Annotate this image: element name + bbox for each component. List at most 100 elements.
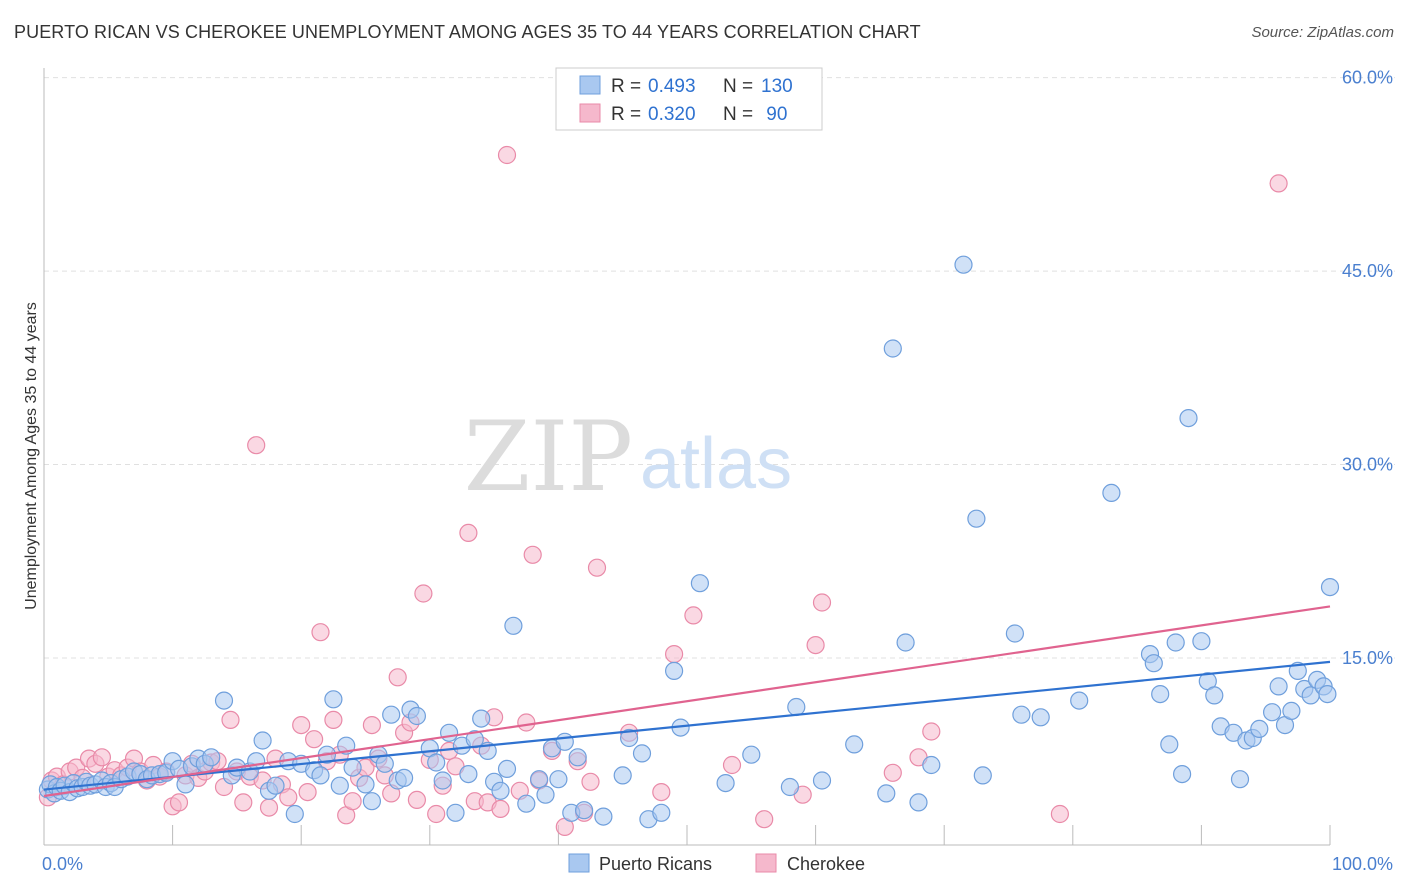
puerto-rican-point <box>845 735 864 754</box>
puerto-rican-point <box>574 801 594 820</box>
puerto-rican-point <box>1269 677 1288 696</box>
puerto-rican-point <box>407 706 426 726</box>
puerto-rican-point <box>356 775 375 794</box>
cherokee-point <box>343 792 362 811</box>
legend-label-cherokee: Cherokee <box>787 854 865 874</box>
x-tick-label: 100.0% <box>1332 854 1393 874</box>
stats-n-label-blue: N = <box>723 76 758 97</box>
cherokee-point <box>362 715 381 735</box>
puerto-rican-point <box>877 784 896 803</box>
puerto-rican-point <box>459 764 478 784</box>
source-label: Source: ZipAtlas.com <box>1251 24 1394 41</box>
puerto-rican-point <box>664 661 684 681</box>
watermark-atlas: atlas <box>640 424 792 504</box>
puerto-rican-point <box>1318 684 1337 704</box>
cherokee-point <box>169 793 189 812</box>
cherokee-point <box>92 748 112 767</box>
cherokee-point <box>234 793 253 812</box>
cherokee-point <box>883 763 902 782</box>
puerto-rican-point <box>1031 708 1050 727</box>
puerto-rican-point <box>1192 632 1211 651</box>
cherokee-point <box>922 722 941 741</box>
puerto-rican-point <box>504 616 523 635</box>
cherokee-point <box>664 644 684 664</box>
cherokee-point <box>812 593 832 612</box>
puerto-rican-point <box>1205 686 1224 705</box>
cherokee-point <box>427 804 446 824</box>
cherokee-point <box>407 790 426 810</box>
stats-legend-swatch-blue <box>579 75 601 95</box>
puerto-rican-point <box>330 776 349 795</box>
puerto-rican-point <box>1230 770 1250 789</box>
cherokee-point <box>388 668 407 687</box>
puerto-rican-point <box>896 633 915 652</box>
puerto-rican-point <box>1262 703 1282 722</box>
puerto-rican-point <box>555 732 574 751</box>
puerto-rican-point <box>909 793 928 812</box>
cherokee-point <box>414 584 433 603</box>
cherokee-trend-line <box>43 605 1331 798</box>
puerto-rican-point <box>1179 409 1198 428</box>
puerto-rican-point <box>780 777 800 797</box>
puerto-rican-point <box>343 758 362 777</box>
puerto-rican-point <box>1005 624 1025 643</box>
chart-title: PUERTO RICAN VS CHEROKEE UNEMPLOYMENT AM… <box>14 22 921 42</box>
x-tick-label: 0.0% <box>42 854 83 874</box>
puerto-rican-point <box>382 705 401 724</box>
puerto-rican-point <box>395 768 414 788</box>
cherokee-point <box>581 772 600 791</box>
cherokee-point <box>523 545 542 564</box>
puerto-rican-point <box>427 753 446 772</box>
legend-swatch-puerto-ricans <box>568 853 590 873</box>
puerto-rican-point <box>1166 633 1185 652</box>
cherokee-point <box>517 713 536 732</box>
cherokee-point <box>459 523 478 543</box>
cherokee-point <box>1269 174 1288 193</box>
puerto-rican-point <box>491 781 510 800</box>
puerto-rican-point <box>922 755 941 775</box>
cherokee-point <box>324 710 343 730</box>
gridlines <box>44 77 1395 659</box>
cherokee-point <box>221 710 240 730</box>
y-axis-label: Unemployment Among Ages 35 to 44 years <box>23 302 40 610</box>
puerto-rican-point <box>446 803 465 822</box>
stats-n-value-blue: 130 <box>761 76 793 97</box>
stats-r-label-pink: R = <box>611 104 646 125</box>
cherokee-point <box>684 606 703 625</box>
cherokee-point <box>491 799 510 819</box>
cherokee-point <box>1050 804 1070 824</box>
stats-r-value-blue: 0.493 <box>648 76 696 97</box>
stats-n-label-pink: N = <box>723 104 758 125</box>
cherokee-point <box>587 558 607 577</box>
stats-legend: R = 0.493 N = 130 R = 0.320 N = 90 <box>555 67 823 131</box>
x-tick-labels: 0.0% 100.0% <box>42 854 1393 874</box>
puerto-rican-point <box>690 574 710 593</box>
puerto-rican-point <box>529 770 549 789</box>
cherokee-point <box>279 788 298 807</box>
puerto-rican-point <box>1144 654 1163 673</box>
puerto-rican-point <box>883 339 902 358</box>
cherokee-point <box>259 798 279 817</box>
puerto-rican-point <box>787 697 806 717</box>
puerto-rican-point <box>202 748 221 767</box>
legend-swatch-cherokee <box>755 853 777 873</box>
puerto-rican-point <box>472 709 491 728</box>
puerto-rican-point <box>536 785 555 804</box>
puerto-rican-trend-line <box>43 660 1331 791</box>
stats-r-label-blue: R = <box>611 76 646 97</box>
puerto-rican-point <box>742 745 761 764</box>
puerto-rican-point <box>594 807 613 826</box>
puerto-rican-point <box>1282 701 1301 721</box>
cherokee-point <box>652 782 671 802</box>
puerto-rican-point <box>716 773 735 793</box>
puerto-rican-point <box>549 770 568 789</box>
puerto-rican-point <box>973 766 992 785</box>
y-tick-label: 30.0% <box>1342 455 1393 475</box>
puerto-rican-point <box>652 803 671 822</box>
watermark-zip: ZIP <box>464 401 633 513</box>
cherokee-point <box>497 145 517 165</box>
puerto-rican-point <box>1151 684 1170 704</box>
y-tick-label: 45.0% <box>1342 261 1393 281</box>
cherokee-point <box>298 782 317 802</box>
stats-legend-swatch-pink <box>579 103 601 123</box>
